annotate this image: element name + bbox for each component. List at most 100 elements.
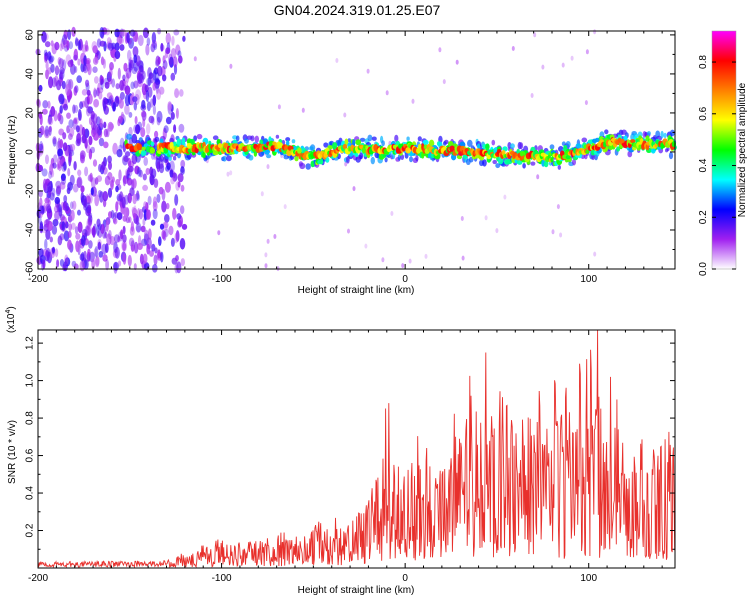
y-tick-label: 0 bbox=[25, 149, 36, 155]
noise-blob bbox=[58, 58, 64, 69]
noise-blob bbox=[98, 137, 105, 147]
band-blob bbox=[585, 149, 590, 154]
noise-blob bbox=[69, 201, 74, 209]
noise-blob bbox=[102, 191, 109, 202]
noise-blob bbox=[113, 217, 118, 225]
noise-blob bbox=[105, 220, 109, 232]
band-blob bbox=[371, 136, 377, 141]
noise-blob bbox=[172, 56, 178, 68]
noise-blob bbox=[114, 28, 120, 38]
noise-blob bbox=[68, 41, 74, 50]
noise-blob bbox=[96, 87, 100, 97]
noise-blob bbox=[68, 144, 73, 155]
noise-blob bbox=[92, 66, 98, 73]
band-blob bbox=[291, 139, 296, 144]
noise-blob bbox=[59, 71, 64, 83]
noise-blob bbox=[84, 166, 89, 177]
noise-blob bbox=[135, 225, 142, 232]
band-blob bbox=[226, 155, 232, 162]
noise-blob bbox=[45, 69, 49, 80]
noise-blob bbox=[85, 195, 91, 205]
noise-blob bbox=[77, 209, 81, 216]
y-tick-label: 0.2 bbox=[25, 523, 36, 537]
noise-blob bbox=[160, 42, 164, 52]
noise-blob bbox=[77, 40, 81, 51]
noise-blob bbox=[57, 112, 61, 122]
noise-blob bbox=[411, 98, 415, 104]
noise-blob bbox=[381, 257, 385, 263]
noise-blob bbox=[81, 126, 86, 137]
snr-line bbox=[37, 329, 676, 569]
colorbar-tick-label: 0.4 bbox=[698, 158, 709, 172]
noise-blob bbox=[101, 161, 106, 171]
noise-blob bbox=[118, 231, 124, 242]
snr-ylabel: SNR (10 * v/v) bbox=[7, 420, 18, 484]
noise-blob bbox=[72, 183, 79, 193]
noise-blob bbox=[42, 259, 46, 269]
band-blob bbox=[126, 133, 133, 140]
noise-blob bbox=[80, 185, 85, 193]
noise-blob bbox=[152, 264, 158, 273]
noise-blob bbox=[48, 126, 52, 136]
noise-blob bbox=[79, 101, 84, 110]
noise-blob bbox=[51, 225, 58, 235]
noise-blob bbox=[141, 70, 146, 80]
noise-blob bbox=[165, 116, 172, 125]
noise-blob bbox=[84, 45, 89, 52]
noise-blob bbox=[48, 170, 53, 179]
noise-blob bbox=[77, 169, 82, 177]
noise-blob bbox=[50, 106, 56, 117]
noise-blob bbox=[62, 132, 67, 140]
noise-blob bbox=[438, 47, 442, 53]
noise-blob bbox=[226, 171, 230, 177]
band-blob bbox=[354, 153, 359, 157]
noise-blob bbox=[80, 251, 85, 262]
noise-blob bbox=[119, 137, 125, 149]
noise-blob bbox=[541, 64, 545, 70]
noise-blob bbox=[180, 258, 185, 267]
noise-blob bbox=[142, 173, 147, 181]
noise-blob bbox=[41, 168, 48, 177]
noise-blob bbox=[137, 166, 142, 177]
noise-blob bbox=[61, 80, 66, 90]
noise-blob bbox=[66, 187, 71, 195]
spectrogram-xlabel: Height of straight line (km) bbox=[298, 285, 415, 296]
svg-text:(x104): (x104) bbox=[5, 306, 17, 333]
noise-blob bbox=[92, 113, 98, 125]
colorbar-axes: 0.0 0.2 0.4 0.6 0.8 bbox=[698, 55, 736, 276]
noise-blob bbox=[536, 174, 540, 180]
noise-blob bbox=[152, 104, 156, 116]
noise-blob bbox=[69, 174, 75, 186]
noise-blob bbox=[126, 177, 133, 186]
noise-blob bbox=[127, 254, 132, 267]
band-blob bbox=[254, 135, 259, 143]
noise-blob bbox=[148, 72, 154, 79]
noise-blob bbox=[60, 173, 66, 182]
noise-blob bbox=[53, 205, 59, 213]
x-tick-label: 100 bbox=[580, 573, 597, 584]
noise-blob bbox=[45, 247, 51, 259]
noise-blob bbox=[132, 96, 138, 103]
noise-blob bbox=[424, 253, 428, 259]
noise-blob bbox=[175, 181, 180, 191]
noise-blob bbox=[54, 248, 59, 258]
snr-marks bbox=[37, 329, 676, 569]
band-blob bbox=[359, 152, 364, 160]
noise-blob bbox=[102, 254, 108, 262]
band-blob bbox=[323, 142, 329, 148]
noise-blob bbox=[229, 170, 233, 176]
noise-blob bbox=[177, 173, 184, 183]
noise-blob bbox=[181, 223, 188, 230]
noise-blob bbox=[343, 112, 347, 118]
noise-blob bbox=[143, 156, 148, 166]
noise-blob bbox=[128, 126, 133, 137]
noise-blob bbox=[175, 255, 179, 262]
noise-blob bbox=[115, 201, 119, 213]
figure-title: GN04.2024.319.01.25.E07 bbox=[274, 2, 441, 18]
snr-multiplier-exp: 4 bbox=[5, 310, 12, 314]
band-blob bbox=[417, 136, 422, 142]
noise-blob bbox=[165, 47, 171, 55]
noise-blob bbox=[176, 213, 182, 220]
noise-blob bbox=[159, 86, 165, 95]
spectrogram-frame bbox=[37, 30, 676, 270]
